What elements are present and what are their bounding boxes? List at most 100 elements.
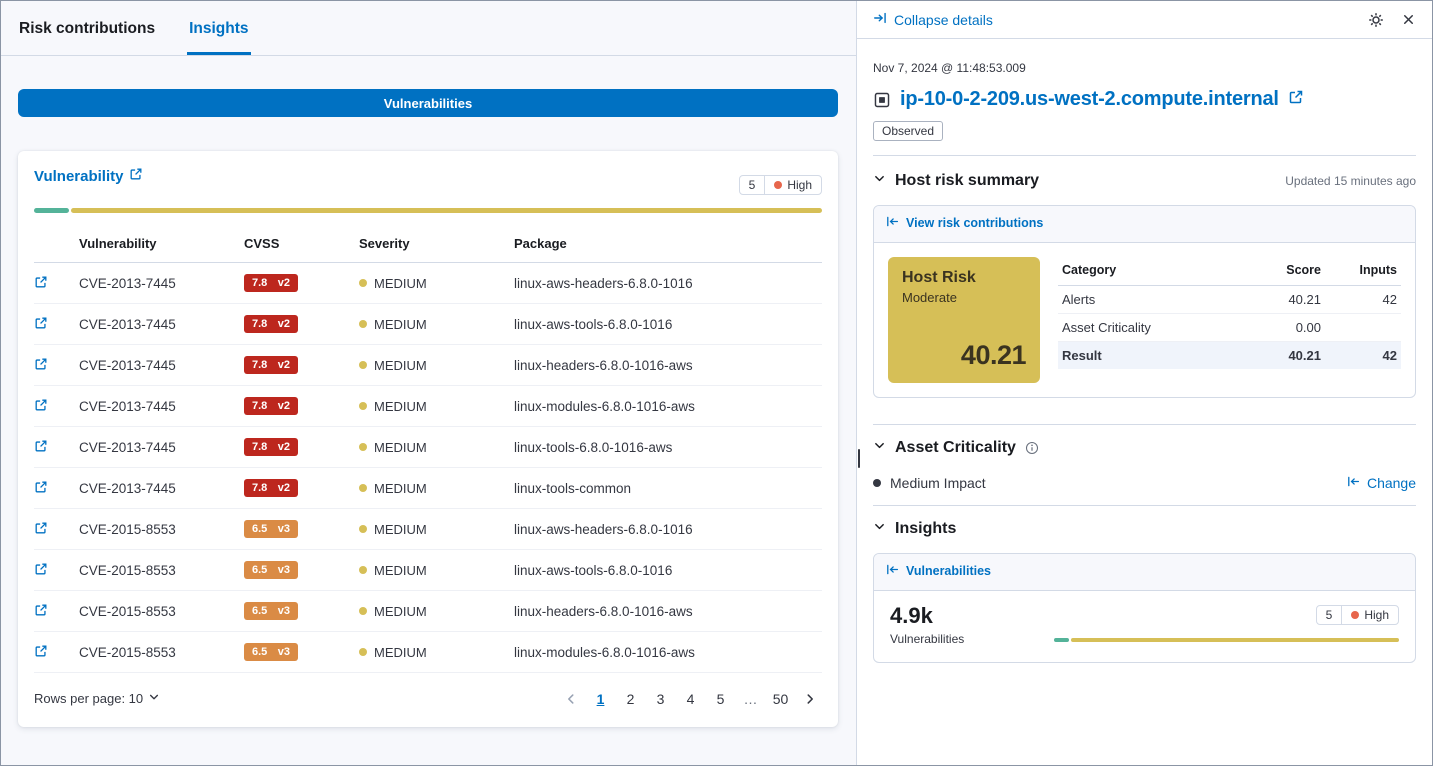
pagination-ellipsis: … xyxy=(743,690,758,707)
severity-label: MEDIUM xyxy=(374,644,427,660)
flyout-body: Nov 7, 2024 @ 11:48:53.009 ip-10-0-2-209… xyxy=(857,39,1432,663)
pagination-page-3[interactable]: 3 xyxy=(656,690,665,707)
pagination-page-2[interactable]: 2 xyxy=(626,690,635,707)
arrow-start-icon xyxy=(886,215,899,231)
cvss-badge: 7.8 v2 xyxy=(244,397,298,415)
severity-dot-icon xyxy=(359,566,367,575)
open-vulnerability-icon[interactable] xyxy=(34,439,48,453)
severity-label: MEDIUM xyxy=(374,480,427,496)
header-package: Package xyxy=(514,227,822,263)
severity-dot-icon xyxy=(359,525,367,534)
risk-table-header-row: Category Score Inputs xyxy=(1058,259,1401,286)
vulnerability-count-label: Vulnerabilities xyxy=(890,632,965,646)
severity-dot-icon xyxy=(359,443,367,452)
vulnerability-id: CVE-2015-8553 xyxy=(79,549,244,591)
host-icon xyxy=(873,91,891,109)
cvss-version: v2 xyxy=(277,482,290,494)
severity-dot-icon xyxy=(359,320,367,329)
pagination-page-50[interactable]: 50 xyxy=(772,690,789,707)
cvss-badge: 7.8 v2 xyxy=(244,274,298,292)
cvss-badge: 6.5 v3 xyxy=(244,643,298,661)
header-severity: Severity xyxy=(359,227,514,263)
divider xyxy=(873,424,1416,425)
insights-vulnerabilities-link[interactable]: Vulnerabilities xyxy=(886,563,991,579)
pagination-next-icon[interactable] xyxy=(798,692,822,706)
collapse-details-label: Collapse details xyxy=(894,11,993,28)
host-risk-panel: View risk contributions Host Risk Modera… xyxy=(873,205,1416,398)
close-icon[interactable] xyxy=(1401,12,1416,27)
risk-category: Alerts xyxy=(1058,285,1233,314)
package-name: linux-modules-6.8.0-1016-aws xyxy=(514,631,822,673)
table-row: CVE-2015-8553 6.5 v3 MEDIUM linux-header… xyxy=(34,590,822,632)
open-vulnerability-icon[interactable] xyxy=(34,603,48,617)
cvss-badge: 6.5 v3 xyxy=(244,561,298,579)
cvss-version: v3 xyxy=(277,564,290,576)
vulnerabilities-button[interactable]: Vulnerabilities xyxy=(18,89,838,117)
tab-risk-contributions[interactable]: Risk contributions xyxy=(19,20,156,37)
cvss-score: 7.8 xyxy=(252,400,268,412)
vulnerability-title-link[interactable]: Vulnerability xyxy=(34,167,143,185)
severity-label: MEDIUM xyxy=(374,398,427,414)
insights-severity-badge: 5 High xyxy=(1315,605,1399,625)
insights-vulnerabilities-label: Vulnerabilities xyxy=(906,564,991,578)
distribution-bar-segment xyxy=(1054,638,1070,642)
cvss-score: 7.8 xyxy=(252,318,268,330)
info-icon[interactable] xyxy=(1025,441,1039,455)
package-name: linux-aws-tools-6.8.0-1016 xyxy=(514,549,822,591)
risk-inputs xyxy=(1325,313,1401,342)
insights-severity-label: High xyxy=(1364,608,1389,622)
cvss-badge: 6.5 v3 xyxy=(244,602,298,620)
vulnerability-table-body: CVE-2013-7445 7.8 v2 MEDIUM linux-aws-he… xyxy=(34,262,822,673)
host-name-link[interactable]: ip-10-0-2-209.us-west-2.compute.internal xyxy=(873,88,1416,111)
pagination-prev-icon[interactable] xyxy=(559,692,583,706)
open-vulnerability-icon[interactable] xyxy=(34,398,48,412)
severity-dot-icon xyxy=(359,279,367,288)
table-footer: Rows per page: 10 1 2 3 4 5 … 50 xyxy=(34,673,822,717)
header-cvss: CVSS xyxy=(244,227,359,263)
rows-per-page-button[interactable]: Rows per page: 10 xyxy=(34,691,160,706)
vulnerability-id: CVE-2013-7445 xyxy=(79,303,244,345)
vulnerability-id: CVE-2015-8553 xyxy=(79,508,244,550)
severity-label: MEDIUM xyxy=(374,562,427,578)
panel-resize-handle[interactable] xyxy=(857,449,862,468)
open-vulnerability-icon[interactable] xyxy=(34,357,48,371)
pagination-page-4[interactable]: 4 xyxy=(686,690,695,707)
package-name: linux-tools-common xyxy=(514,467,822,509)
gear-icon[interactable] xyxy=(1368,12,1384,28)
host-risk-summary-toggle[interactable]: Host risk summary xyxy=(873,172,1039,190)
open-vulnerability-icon[interactable] xyxy=(34,644,48,658)
asset-criticality-heading: Asset Criticality xyxy=(895,439,1016,456)
open-vulnerability-icon[interactable] xyxy=(34,521,48,535)
change-criticality-link[interactable]: Change xyxy=(1347,475,1416,491)
host-risk-score-card: Host Risk Moderate 40.21 xyxy=(888,257,1040,383)
collapse-details-button[interactable]: Collapse details xyxy=(873,11,993,28)
distribution-bar-segment xyxy=(34,208,70,213)
cvss-version: v2 xyxy=(277,441,290,453)
pagination-page-5[interactable]: 5 xyxy=(716,690,725,707)
asset-criticality-toggle[interactable]: Asset Criticality xyxy=(873,439,1039,457)
insights-toggle[interactable]: Insights xyxy=(873,520,956,538)
observed-badge: Observed xyxy=(873,121,944,141)
cvss-version: v3 xyxy=(277,646,290,658)
pagination-page-1[interactable]: 1 xyxy=(596,690,605,707)
table-row: CVE-2015-8553 6.5 v3 MEDIUM linux-aws-to… xyxy=(34,549,822,591)
severity-label: MEDIUM xyxy=(374,275,427,291)
tab-insights[interactable]: Insights xyxy=(187,1,251,55)
view-risk-contributions-link[interactable]: View risk contributions xyxy=(886,215,1043,231)
table-row: CVE-2013-7445 7.8 v2 MEDIUM linux-aws-he… xyxy=(34,262,822,304)
vulnerability-count: 4.9k xyxy=(890,603,933,628)
severity-label: MEDIUM xyxy=(374,603,427,619)
table-row: CVE-2013-7445 7.8 v2 MEDIUM linux-tools-… xyxy=(34,467,822,509)
open-vulnerability-icon[interactable] xyxy=(34,480,48,494)
severity-dot-icon xyxy=(359,607,367,616)
vulnerability-id: CVE-2013-7445 xyxy=(79,426,244,468)
rows-per-page-label: Rows per page: 10 xyxy=(34,691,144,706)
open-vulnerability-icon[interactable] xyxy=(34,562,48,576)
vulnerability-card: Vulnerability 5 High xyxy=(18,151,838,727)
package-name: linux-headers-6.8.0-1016-aws xyxy=(514,344,822,386)
table-row: CVE-2013-7445 7.8 v2 MEDIUM linux-aws-to… xyxy=(34,303,822,345)
open-vulnerability-icon[interactable] xyxy=(34,316,48,330)
risk-score: 0.00 xyxy=(1233,313,1325,342)
open-vulnerability-icon[interactable] xyxy=(34,275,48,289)
